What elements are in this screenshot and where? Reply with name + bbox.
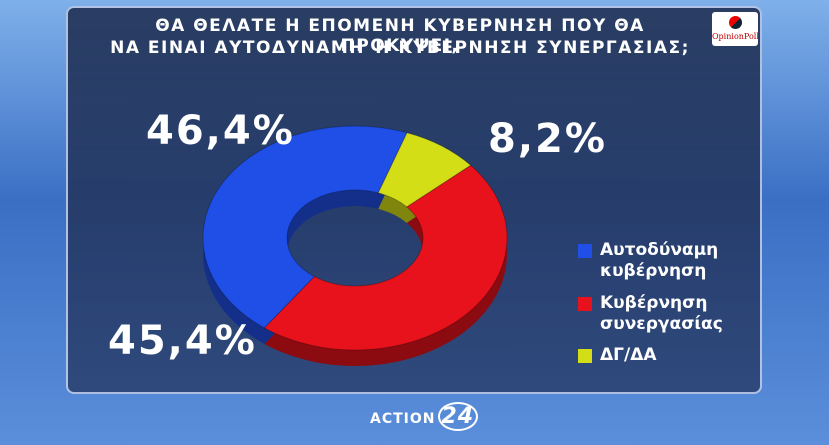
logo: OpinionPoll [712, 12, 759, 46]
slice [202, 125, 408, 329]
legend-label: Αυτοδύναμη κυβέρνηση [600, 240, 719, 281]
footer-number: 24 [437, 402, 479, 431]
legend-item: Κυβέρνηση συνεργασίας [578, 293, 748, 335]
legend-item: ΔΓ/ΔΑ [578, 345, 748, 366]
chart-title: ΝΑ ΕΙΝΑΙ ΑΥΤΟΔΥΝΑΜΗ Ή ΚΥΒΕΡΝΗΣΗ ΣΥΝΕΡΓΑΣ… [110, 38, 690, 58]
footer-brand: ACTION [370, 411, 436, 427]
slice [263, 164, 508, 351]
value-label: 45,4% [108, 318, 257, 364]
legend-swatch [578, 349, 592, 363]
chart-title: ΘΑ ΘΕΛΑΤΕ Η ΕΠΟΜΕΝΗ ΚΥΒΕΡΝΗΣΗ ΠΟΥ ΘΑ ΠΡΟ… [155, 16, 645, 56]
footer: ACTION 24 [370, 402, 479, 431]
legend-label: Κυβέρνηση συνεργασίας [600, 293, 723, 334]
legend-item: Αυτοδύναμη κυβέρνηση [578, 240, 748, 282]
value-label: 46,4% [146, 108, 295, 154]
legend-label: ΔΓ/ΔΑ [600, 345, 657, 365]
slice [377, 132, 472, 208]
legend-swatch [578, 297, 592, 311]
value-label: 8,2% [488, 116, 607, 162]
legend-swatch [578, 244, 592, 258]
